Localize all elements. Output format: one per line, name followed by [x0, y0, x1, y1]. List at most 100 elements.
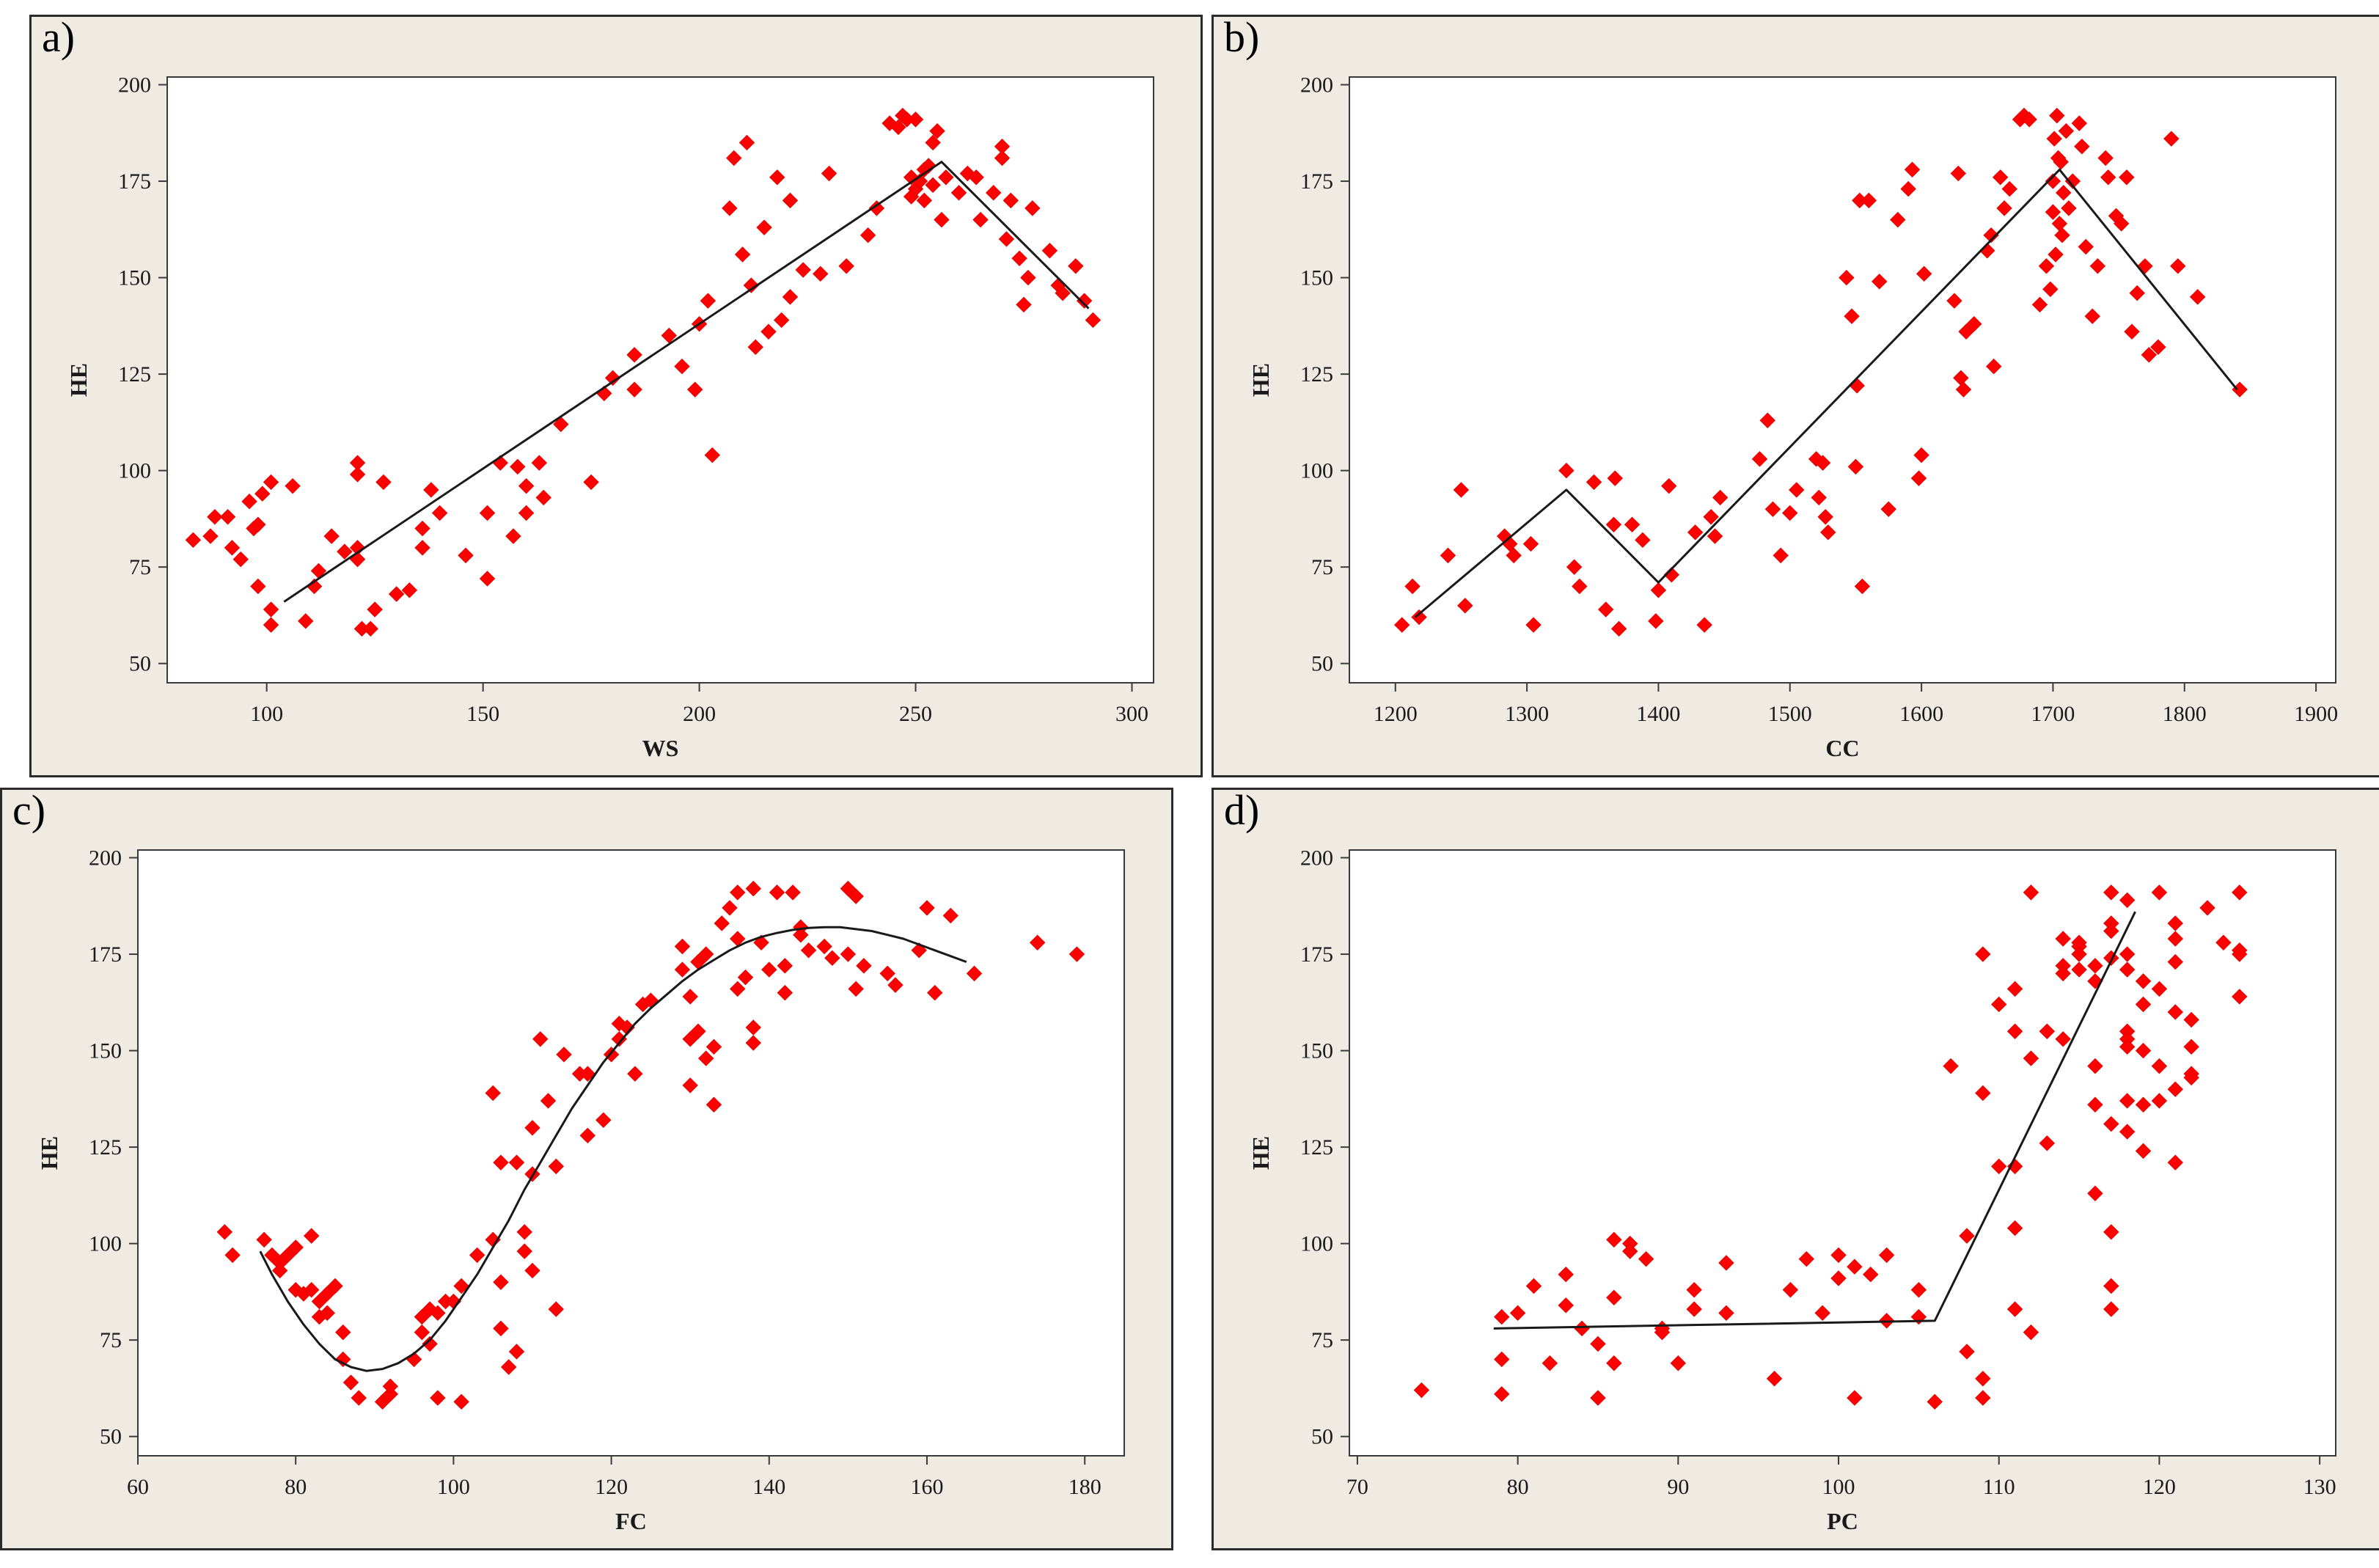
panel-b: 1200 1300 1400 1500 1600 1700 1800 1900 50 75 100 1…: [1212, 13, 2379, 777]
data-point: [1453, 482, 1470, 498]
data-point: [674, 938, 691, 955]
data-point: [1751, 451, 1768, 467]
x-axis-label: FC: [615, 1508, 647, 1534]
data-point: [2097, 150, 2114, 166]
data-point: [756, 219, 772, 235]
data-point: [388, 586, 405, 602]
data-point: [1878, 1247, 1895, 1264]
x-tick-label: 100: [437, 1475, 470, 1499]
data-point: [524, 1262, 540, 1279]
data-point: [1661, 477, 1677, 494]
data-point: [743, 277, 760, 293]
data-point: [907, 111, 924, 128]
plot-area: [1349, 76, 2336, 684]
data-point: [1085, 312, 1101, 329]
data-point: [1542, 1355, 1558, 1371]
data-point: [1707, 528, 1723, 544]
data-point: [532, 1031, 549, 1047]
data-point: [1814, 1305, 1830, 1322]
data-point: [2170, 258, 2186, 274]
data-point: [1558, 462, 1575, 479]
data-point: [2103, 923, 2119, 939]
data-point: [2113, 216, 2130, 232]
data-point: [1686, 1301, 1702, 1317]
data-point: [838, 258, 854, 274]
x-tick-label: 1400: [1636, 702, 1680, 726]
x-tick-label: 1500: [1768, 702, 1812, 726]
data-point: [821, 165, 837, 182]
y-axis-label: HE: [1247, 363, 1274, 397]
data-point: [942, 907, 958, 924]
data-point: [311, 1293, 328, 1310]
data-point: [1586, 474, 1602, 491]
x-tick-label: 150: [466, 702, 499, 726]
y-tick-label: 125: [1300, 1135, 1333, 1159]
data-point: [705, 1038, 722, 1055]
data-point: [2023, 1050, 2039, 1066]
data-point: [682, 1077, 698, 1093]
data-point: [304, 1228, 320, 1244]
data-point: [1955, 381, 1972, 398]
data-point: [698, 946, 714, 962]
y-tick-label: 200: [1300, 846, 1333, 871]
data-point: [1830, 1270, 1847, 1286]
data-point: [890, 119, 906, 136]
data-point: [1880, 501, 1896, 517]
x-tick-label: 300: [1115, 702, 1148, 726]
data-point: [414, 1324, 430, 1341]
data-point: [1863, 1267, 1879, 1283]
data-point: [374, 1393, 391, 1410]
data-point: [2103, 1115, 2119, 1132]
data-point: [1913, 447, 1929, 464]
y-tick-label: 200: [118, 73, 151, 98]
data-point: [1789, 482, 1805, 498]
data-point: [760, 323, 777, 340]
data-point: [263, 617, 279, 633]
data-point: [793, 927, 809, 943]
data-point: [2084, 308, 2100, 324]
data-point: [2119, 1124, 2136, 1140]
data-point: [2048, 246, 2064, 263]
data-point: [2071, 115, 2088, 131]
data-point: [469, 1247, 485, 1264]
data-point: [1413, 1382, 1430, 1399]
data-point: [726, 150, 742, 166]
data-point: [879, 965, 895, 982]
y-tick-label: 125: [89, 1135, 122, 1159]
data-point: [934, 211, 950, 228]
data-point: [485, 1085, 501, 1102]
y-axis-label: HE: [65, 363, 92, 397]
fit-line: [283, 161, 1090, 603]
data-point: [2055, 1031, 2071, 1047]
data-point: [414, 540, 430, 556]
data-point: [1686, 1282, 1702, 1298]
data-point: [785, 884, 801, 901]
panel-d: 70 80 90 100 110 120 130 50 75 100 125 150 175 200 PC H…: [1212, 786, 2379, 1550]
data-point: [1966, 316, 1982, 332]
y-tick-label: 50: [1311, 652, 1333, 676]
data-point: [714, 915, 730, 931]
data-point: [264, 1247, 280, 1264]
y-tick-label: 175: [1300, 942, 1333, 967]
data-point: [824, 950, 840, 967]
data-point: [579, 1127, 596, 1144]
data-point: [1900, 180, 1916, 197]
data-point: [745, 1019, 761, 1036]
data-point: [1016, 296, 1032, 313]
data-point: [1663, 566, 1680, 583]
data-point: [1506, 547, 1522, 564]
data-point: [1943, 1058, 1959, 1074]
data-point: [2061, 200, 2077, 216]
data-point: [2055, 965, 2071, 982]
data-point: [2045, 204, 2061, 220]
data-point: [327, 1278, 343, 1294]
data-point: [2087, 1096, 2103, 1113]
data-point: [1606, 1231, 1622, 1248]
data-point: [1024, 200, 1041, 216]
data-point: [1566, 559, 1583, 575]
panel-a: 100 150 200 250 300 50 75 100 125 150 175 200 WS HE a…: [29, 13, 1203, 777]
x-tick-label: 140: [752, 1475, 785, 1499]
chart-svg: 60 80 100 120 140 160 180 50 75 100 125 150 175 200 FC…: [36, 846, 1125, 1534]
data-point: [508, 1344, 525, 1360]
